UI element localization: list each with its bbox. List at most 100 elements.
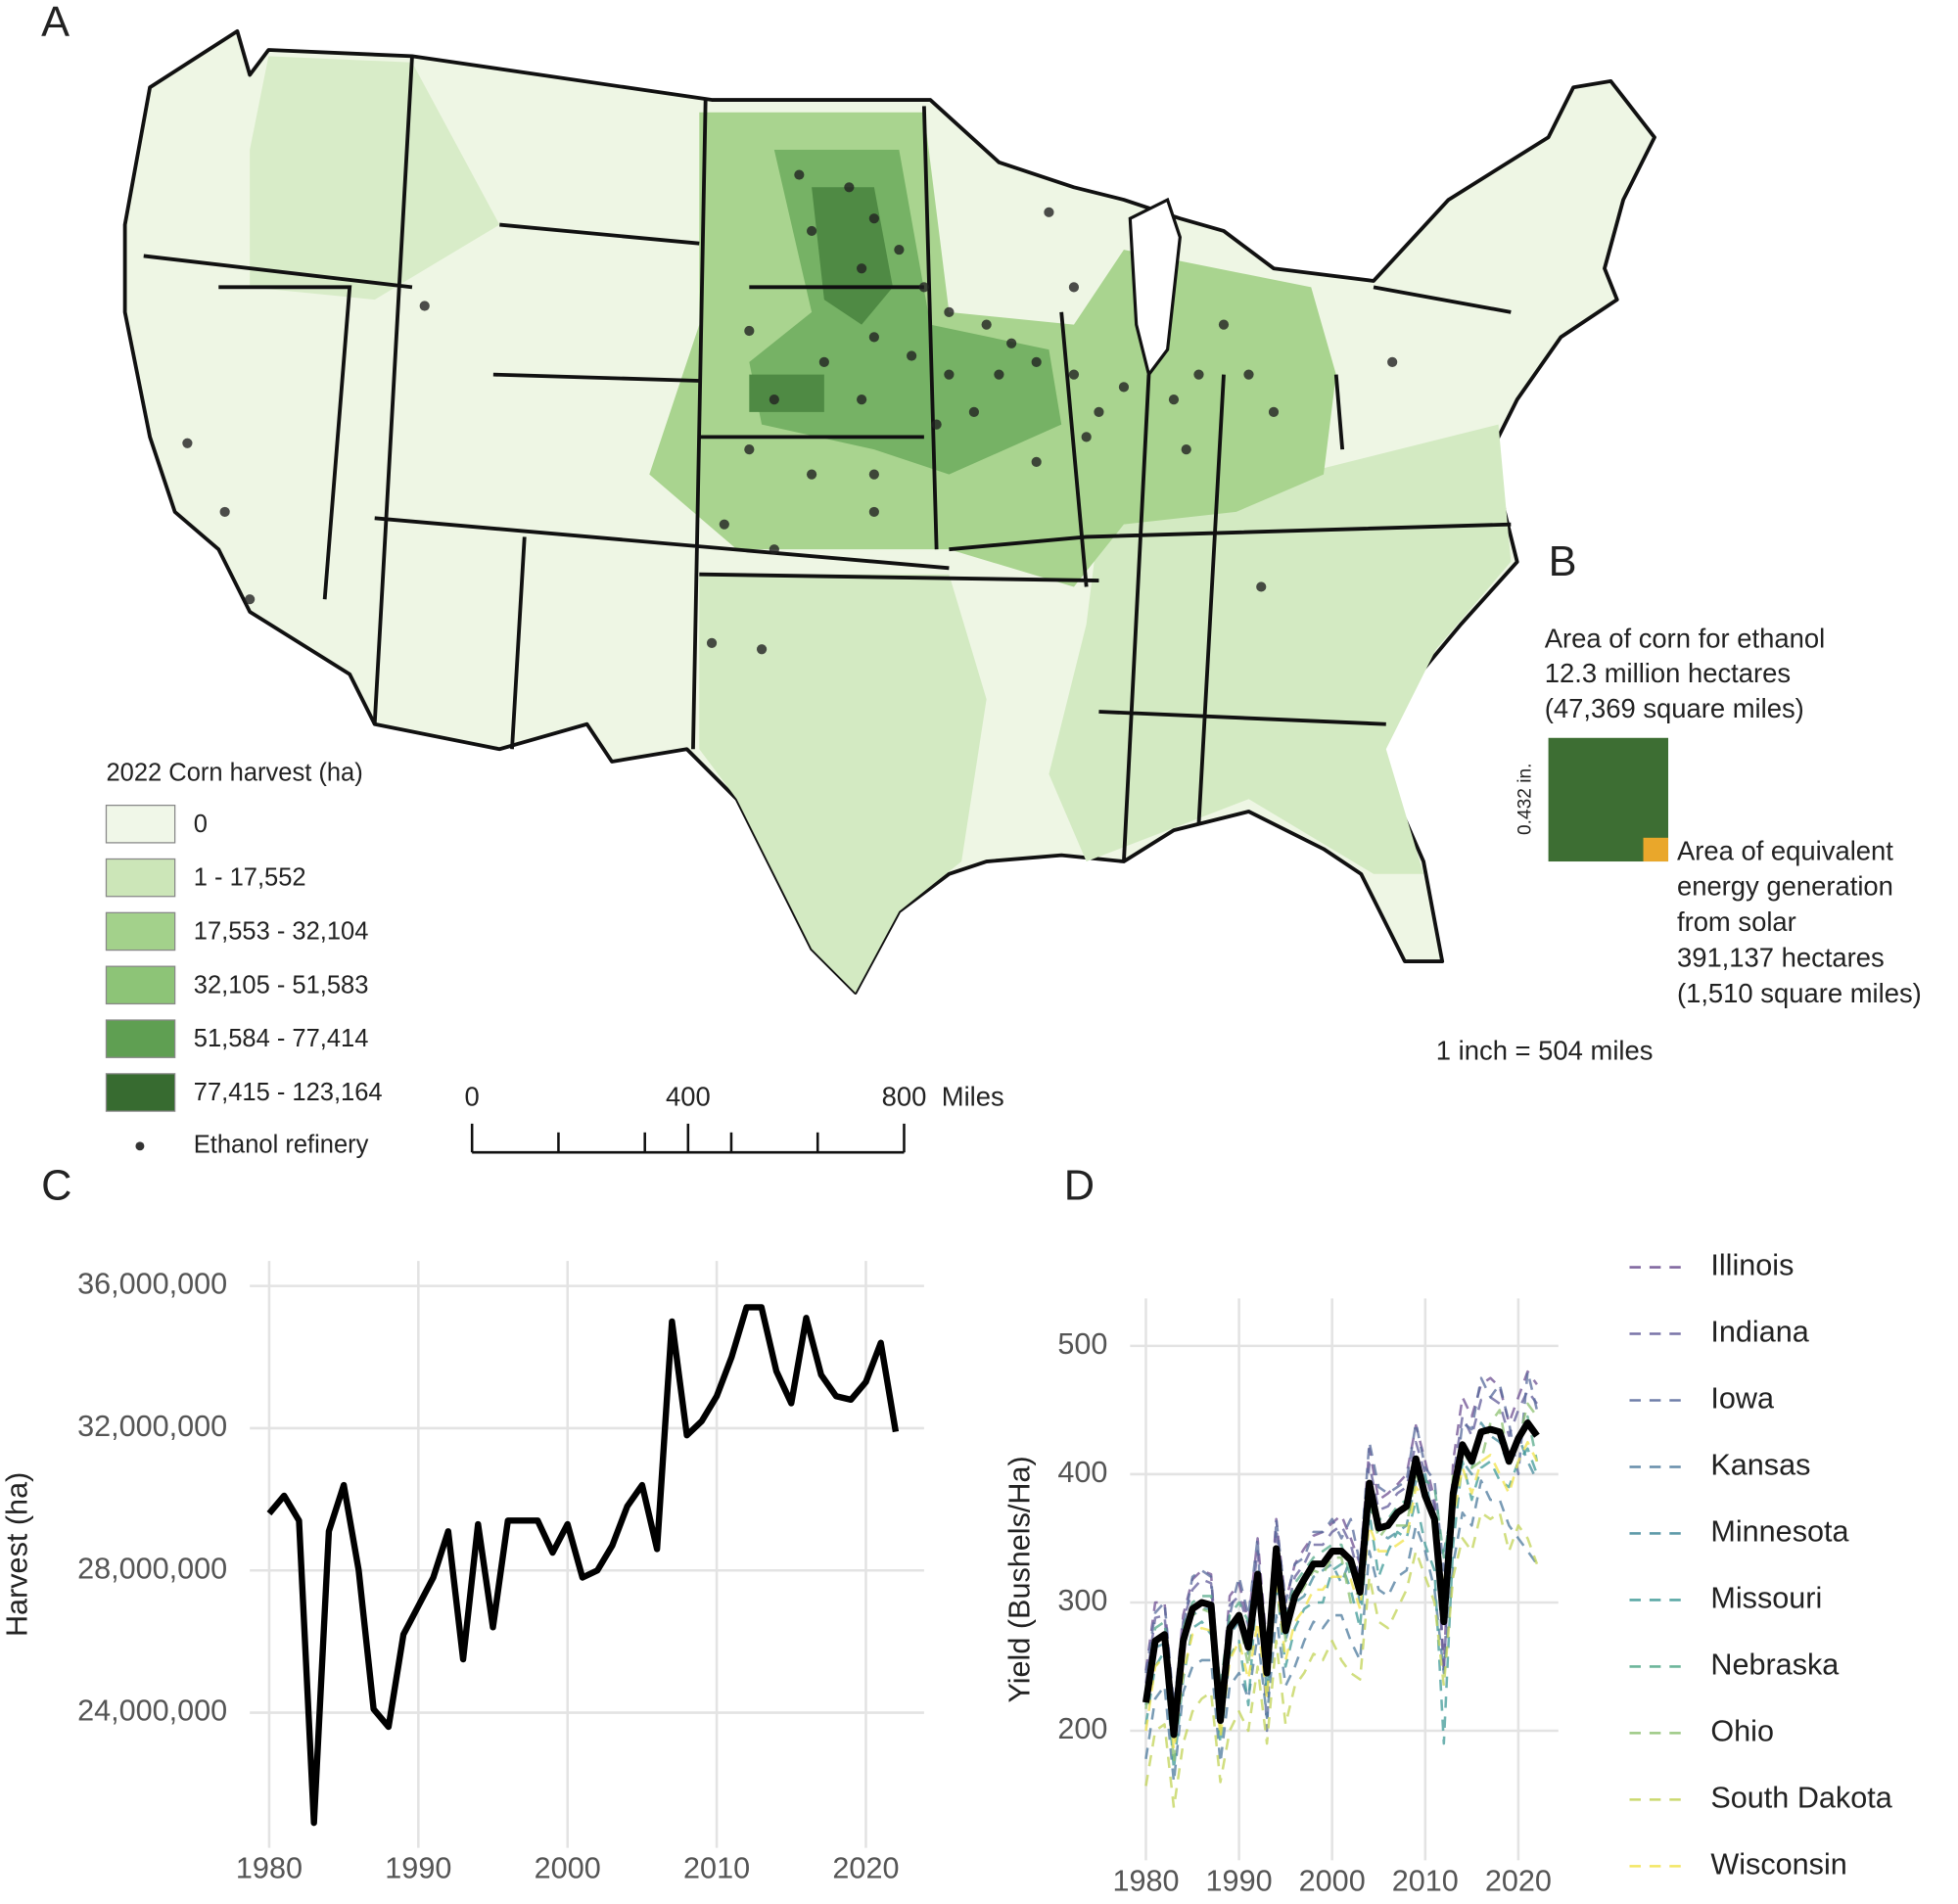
refinery-dot (806, 225, 817, 237)
refinery-dot (968, 406, 979, 417)
scale-note: 1 inch = 504 miles (1436, 1035, 1654, 1065)
refinery-dot (944, 369, 955, 380)
refinery-dot (1031, 456, 1042, 468)
panel-label: D (1064, 1163, 1095, 1210)
refinery-dot (994, 369, 1004, 380)
refinery-dot (1387, 356, 1398, 367)
refinery-dot (706, 637, 718, 648)
refinery-dot (931, 419, 942, 430)
legend-label: Wisconsin (1710, 1847, 1846, 1881)
refinery-dot (844, 182, 855, 193)
solar-label: energy generation (1677, 871, 1893, 902)
legend-label: Ohio (1710, 1714, 1774, 1747)
map-region-light (699, 574, 987, 993)
series-line (1142, 1419, 1540, 1739)
great-lakes (1128, 197, 1182, 379)
refinery-dot (1181, 444, 1191, 455)
legend-label: Minnesota (1710, 1515, 1849, 1549)
refinery-dot (794, 169, 805, 180)
area-title: Area of corn for ethanol (1545, 624, 1825, 654)
refinery-dot (1081, 432, 1092, 442)
legend-label: 32,105 - 51,583 (194, 971, 369, 998)
refinery-dot (907, 350, 917, 361)
y-tick-label: 32,000,000 (77, 1410, 227, 1443)
solar-label: (1,510 square miles) (1677, 978, 1922, 1008)
refinery-dot (769, 395, 779, 405)
map-region-darkest (749, 187, 893, 412)
refinery-dot (756, 644, 768, 655)
series-line (1144, 1402, 1538, 1765)
refinery-dot (1243, 369, 1254, 380)
legend-label: 51,584 - 77,414 (194, 1025, 369, 1052)
refinery-dot (868, 469, 879, 480)
x-tick-label: 2020 (1485, 1864, 1552, 1897)
legend-label: 77,415 - 123,164 (194, 1079, 383, 1106)
scale-label: 800 (882, 1082, 927, 1112)
y-tick-label: 500 (1057, 1327, 1107, 1361)
x-tick-label: 1980 (236, 1852, 303, 1885)
scale-label: 400 (666, 1082, 711, 1112)
series-line (1144, 1479, 1538, 1784)
refinery-dot (857, 263, 867, 274)
refinery-dot (918, 282, 929, 293)
legend-label: 17,553 - 32,104 (194, 917, 369, 945)
refinery-dot (868, 213, 879, 224)
legend-label: Illinois (1710, 1249, 1794, 1282)
legend-label: Ethanol refinery (194, 1132, 369, 1159)
refinery-dot (894, 244, 905, 255)
y-axis-title: Harvest (ha) (0, 1472, 33, 1637)
legend-refinery-dot (135, 1141, 145, 1151)
area-title: (47,369 square miles) (1545, 693, 1804, 723)
refinery-dot (1193, 369, 1204, 380)
side-label: 0.432 in. (1515, 764, 1536, 835)
x-tick-label: 1980 (1112, 1864, 1179, 1897)
refinery-dots (182, 169, 1398, 655)
refinery-dot (1168, 395, 1180, 405)
refinery-dot (1094, 406, 1104, 417)
refinery-dot (981, 319, 992, 330)
refinery-dot (868, 332, 879, 343)
us-map (122, 28, 1656, 995)
series-line (1144, 1510, 1539, 1809)
scale-unit: Miles (942, 1082, 1004, 1112)
legend-label: Missouri (1710, 1582, 1822, 1615)
legend-label: 0 (194, 811, 208, 838)
legend-label: Indiana (1710, 1316, 1809, 1349)
y-tick-label: 36,000,000 (77, 1268, 227, 1301)
x-tick-label: 2020 (832, 1852, 899, 1885)
panel-label: A (41, 0, 70, 46)
series-line (1144, 1370, 1539, 1733)
refinery-dot (944, 306, 955, 317)
solar-label: from solar (1677, 906, 1796, 937)
legend-label: Kansas (1710, 1449, 1810, 1482)
legend-swatch (105, 1019, 176, 1058)
x-tick-label: 1990 (1206, 1864, 1273, 1897)
series-line (1144, 1415, 1539, 1720)
refinery-dot (744, 444, 755, 455)
y-tick-label: 200 (1057, 1712, 1107, 1745)
refinery-dot (1256, 581, 1267, 592)
refinery-dot (769, 544, 779, 555)
refinery-dot (182, 438, 193, 448)
solar-label: Area of equivalent (1677, 835, 1893, 865)
map-region-light (1049, 424, 1512, 874)
legend-swatch (105, 1073, 176, 1112)
legend-label: 1 - 17,552 (194, 864, 306, 892)
x-tick-label: 2010 (1392, 1864, 1459, 1897)
x-tick-label: 2010 (683, 1852, 750, 1885)
refinery-dot (1268, 406, 1280, 417)
legend-label: Nebraska (1710, 1648, 1840, 1681)
refinery-dot (1006, 338, 1017, 348)
legend-swatch (105, 858, 176, 898)
series-line (266, 1304, 900, 1827)
legend-title: 2022 Corn harvest (ha) (106, 759, 362, 786)
map-region-light (250, 56, 500, 301)
legend-label: South Dakota (1710, 1781, 1892, 1814)
scale-label: 0 (465, 1082, 480, 1112)
refinery-dot (868, 506, 879, 518)
solar-label: 391,137 hectares (1677, 942, 1885, 972)
area-title: 12.3 million hectares (1545, 658, 1791, 688)
refinery-dot (1068, 369, 1080, 380)
refinery-dot (419, 301, 430, 311)
